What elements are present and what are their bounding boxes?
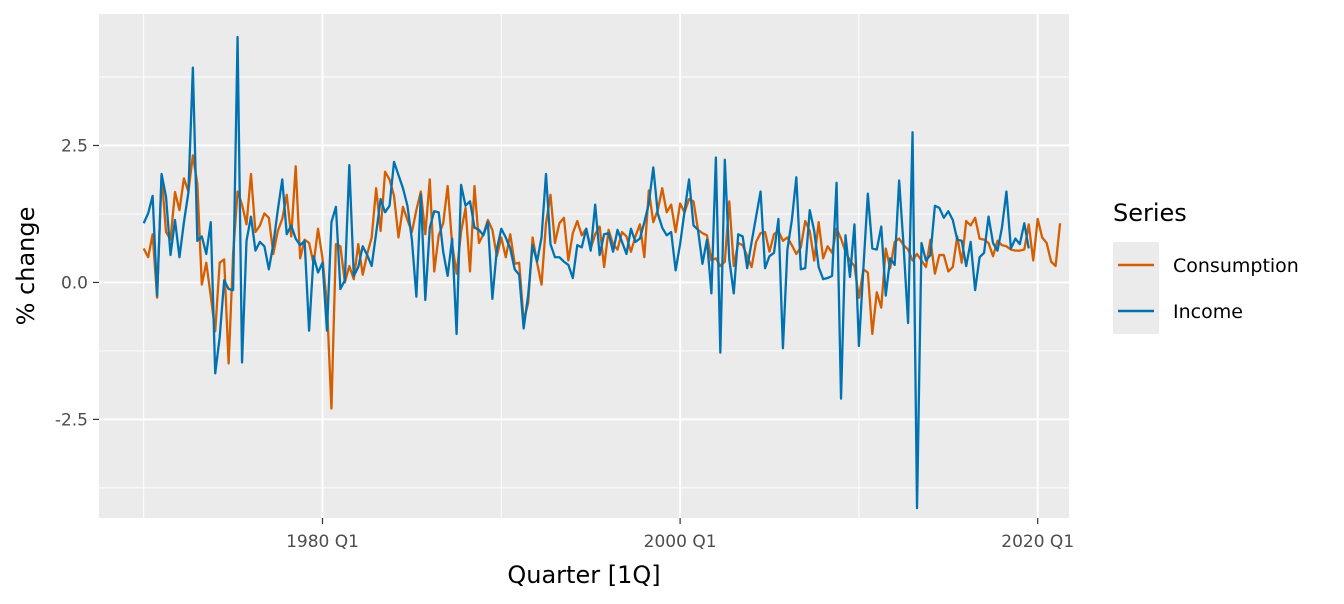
grid-layer xyxy=(99,14,1069,518)
series-layer xyxy=(142,35,1062,510)
legend-label-income: Income xyxy=(1173,301,1243,323)
legend-label-consumption: Consumption xyxy=(1173,255,1299,277)
x-axis-title: Quarter [1Q] xyxy=(507,561,660,589)
y-tick-label: 0.0 xyxy=(61,273,88,293)
y-axis-title: % change xyxy=(12,207,40,326)
series-line-income xyxy=(142,35,1030,510)
x-tick-label: 2020 Q1 xyxy=(1001,532,1074,552)
axis-layer: 1980 Q1 2000 Q1 2020 Q1 -2.5 0.0 2.5 xyxy=(55,136,1074,552)
y-tick-label: 2.5 xyxy=(61,136,88,156)
x-tick-label: 2000 Q1 xyxy=(644,532,717,552)
legend-title: Series xyxy=(1113,199,1187,227)
plot-panel xyxy=(99,14,1069,518)
y-tick-label: -2.5 xyxy=(55,410,88,430)
x-tick-label: 1980 Q1 xyxy=(286,532,359,552)
legend: Series Consumption Income xyxy=(1113,199,1299,334)
